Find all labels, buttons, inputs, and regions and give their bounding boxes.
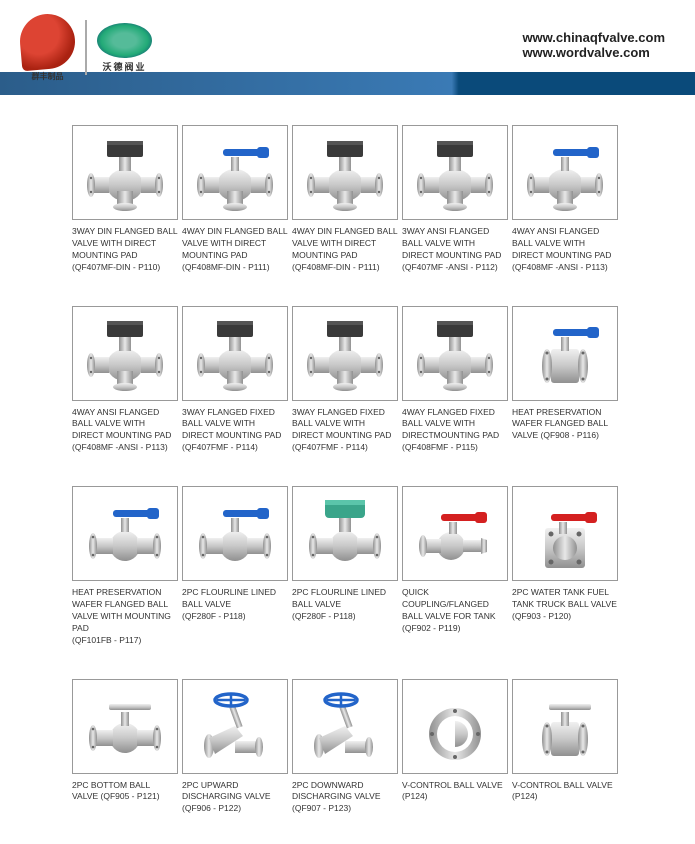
valve-icon	[83, 313, 168, 393]
page-header: 群丰制品 沃德阀业 www.chinaqfvalve.com www.wordv…	[0, 0, 695, 95]
product-cell: HEAT PRESERVATION WAFER FLANGED BALL VAL…	[512, 306, 618, 455]
product-thumbnail	[72, 306, 178, 401]
product-thumbnail	[182, 679, 288, 774]
logo-divider	[85, 20, 87, 75]
product-caption: 3WAY ANSI FLANGED BALL VALVE WITH DIRECT…	[402, 226, 508, 274]
product-cell: 2PC WATER TANK FUEL TANK TRUCK BALL VALV…	[512, 486, 618, 646]
product-caption: V-CONTROL BALL VALVE (P124)	[512, 780, 618, 804]
product-cell: 2PC DOWNWARD DISCHARGING VALVE(QF907 - P…	[292, 679, 398, 816]
product-cell: 3WAY FLANGED FIXED BALL VALVE WITH DIREC…	[292, 306, 398, 455]
header-urls: www.chinaqfvalve.com www.wordvalve.com	[522, 30, 665, 60]
product-caption: 2PC WATER TANK FUEL TANK TRUCK BALL VALV…	[512, 587, 618, 623]
product-thumbnail	[182, 486, 288, 581]
product-caption: 2PC BOTTOM BALL VALVE (QF905 - P121)	[72, 780, 178, 804]
product-caption: 2PC FLOURLINE LINED BALL VALVE(QF280F - …	[292, 587, 398, 623]
url-1: www.chinaqfvalve.com	[522, 30, 665, 45]
product-caption: 4WAY DIN FLANGED BALL VALVE WITH DIRECT …	[182, 226, 288, 274]
product-cell: HEAT PRESERVATION WAFER FLANGED BALL VAL…	[72, 486, 178, 646]
product-caption: 2PC DOWNWARD DISCHARGING VALVE(QF907 - P…	[292, 780, 398, 816]
product-cell: 3WAY FLANGED FIXED BALL VALVE WITH DIREC…	[182, 306, 288, 455]
valve-icon	[303, 494, 388, 574]
product-caption: 4WAY ANSI FLANGED BALL VALVE WITH DIRECT…	[512, 226, 618, 274]
product-cell: 4WAY ANSI FLANGED BALL VALVE WITH DIRECT…	[72, 306, 178, 455]
product-thumbnail	[182, 306, 288, 401]
wode-logo-icon	[97, 23, 152, 58]
product-cell: 4WAY DIN FLANGED BALL VALVE WITH DIRECT …	[182, 125, 288, 274]
product-thumbnail	[512, 486, 618, 581]
product-cell: 3WAY DIN FLANGED BALL VALVE WITH DIRECT …	[72, 125, 178, 274]
valve-icon	[413, 494, 498, 574]
valve-icon	[83, 133, 168, 213]
valve-icon	[303, 313, 388, 393]
product-caption: 3WAY FLANGED FIXED BALL VALVE WITH DIREC…	[182, 407, 288, 455]
product-thumbnail	[72, 486, 178, 581]
product-caption: 2PC UPWARD DISCHARGING VALVE(QF906 - P12…	[182, 780, 288, 816]
valve-icon	[193, 313, 278, 393]
valve-icon	[193, 686, 278, 766]
product-cell: 4WAY ANSI FLANGED BALL VALVE WITH DIRECT…	[512, 125, 618, 274]
valve-icon	[413, 686, 498, 766]
product-thumbnail	[292, 679, 398, 774]
product-caption: 4WAY DIN FLANGED BALL VALVE WITH DIRECT …	[292, 226, 398, 274]
product-thumbnail	[402, 306, 508, 401]
product-caption: QUICK COUPLING/FLANGED BALL VALVE FOR TA…	[402, 587, 508, 635]
product-cell: 2PC FLOURLINE LINED BALL VALVE(QF280F - …	[292, 486, 398, 646]
valve-icon	[303, 133, 388, 213]
valve-icon	[523, 686, 608, 766]
product-thumbnail	[512, 125, 618, 220]
valve-icon	[413, 133, 498, 213]
qunfeng-logo-icon	[18, 11, 78, 71]
product-caption: HEAT PRESERVATION WAFER FLANGED BALL VAL…	[512, 407, 618, 443]
product-thumbnail	[402, 125, 508, 220]
product-thumbnail	[182, 125, 288, 220]
qunfeng-label: 群丰制品	[32, 71, 64, 82]
valve-icon	[193, 494, 278, 574]
product-thumbnail	[72, 679, 178, 774]
product-cell: 2PC FLOURLINE LINED BALL VALVE(QF280F - …	[182, 486, 288, 646]
product-caption: HEAT PRESERVATION WAFER FLANGED BALL VAL…	[72, 587, 178, 646]
product-cell: 4WAY FLANGED FIXED BALL VALVE WITH DIREC…	[402, 306, 508, 455]
product-thumbnail	[292, 486, 398, 581]
logo-qunfeng: 群丰制品	[20, 14, 75, 82]
product-thumbnail	[292, 306, 398, 401]
valve-icon	[193, 133, 278, 213]
product-caption: V-CONTROL BALL VALVE (P124)	[402, 780, 508, 804]
valve-icon	[83, 494, 168, 574]
product-cell: V-CONTROL BALL VALVE (P124)	[402, 679, 508, 816]
product-caption: 2PC FLOURLINE LINED BALL VALVE(QF280F - …	[182, 587, 288, 623]
product-thumbnail	[72, 125, 178, 220]
product-cell: 2PC UPWARD DISCHARGING VALVE(QF906 - P12…	[182, 679, 288, 816]
product-caption: 3WAY DIN FLANGED BALL VALVE WITH DIRECT …	[72, 226, 178, 274]
product-thumbnail	[512, 679, 618, 774]
url-2: www.wordvalve.com	[522, 45, 665, 60]
valve-icon	[303, 686, 388, 766]
valve-icon	[413, 313, 498, 393]
logo-area: 群丰制品 沃德阀业	[20, 14, 152, 82]
valve-icon	[83, 686, 168, 766]
valve-icon	[523, 313, 608, 393]
wode-label: 沃德阀业	[102, 60, 146, 73]
product-thumbnail	[512, 306, 618, 401]
product-caption: 4WAY FLANGED FIXED BALL VALVE WITH DIREC…	[402, 407, 508, 455]
product-cell: V-CONTROL BALL VALVE (P124)	[512, 679, 618, 816]
product-thumbnail	[402, 679, 508, 774]
product-cell: 3WAY ANSI FLANGED BALL VALVE WITH DIRECT…	[402, 125, 508, 274]
product-caption: 3WAY FLANGED FIXED BALL VALVE WITH DIREC…	[292, 407, 398, 455]
product-thumbnail	[402, 486, 508, 581]
product-cell: 4WAY DIN FLANGED BALL VALVE WITH DIRECT …	[292, 125, 398, 274]
product-cell: 2PC BOTTOM BALL VALVE (QF905 - P121)	[72, 679, 178, 816]
product-thumbnail	[292, 125, 398, 220]
logo-wode: 沃德阀业	[97, 23, 152, 73]
product-caption: 4WAY ANSI FLANGED BALL VALVE WITH DIRECT…	[72, 407, 178, 455]
valve-icon	[523, 133, 608, 213]
valve-icon	[523, 494, 608, 574]
product-grid: 3WAY DIN FLANGED BALL VALVE WITH DIRECT …	[0, 95, 695, 835]
product-cell: QUICK COUPLING/FLANGED BALL VALVE FOR TA…	[402, 486, 508, 646]
